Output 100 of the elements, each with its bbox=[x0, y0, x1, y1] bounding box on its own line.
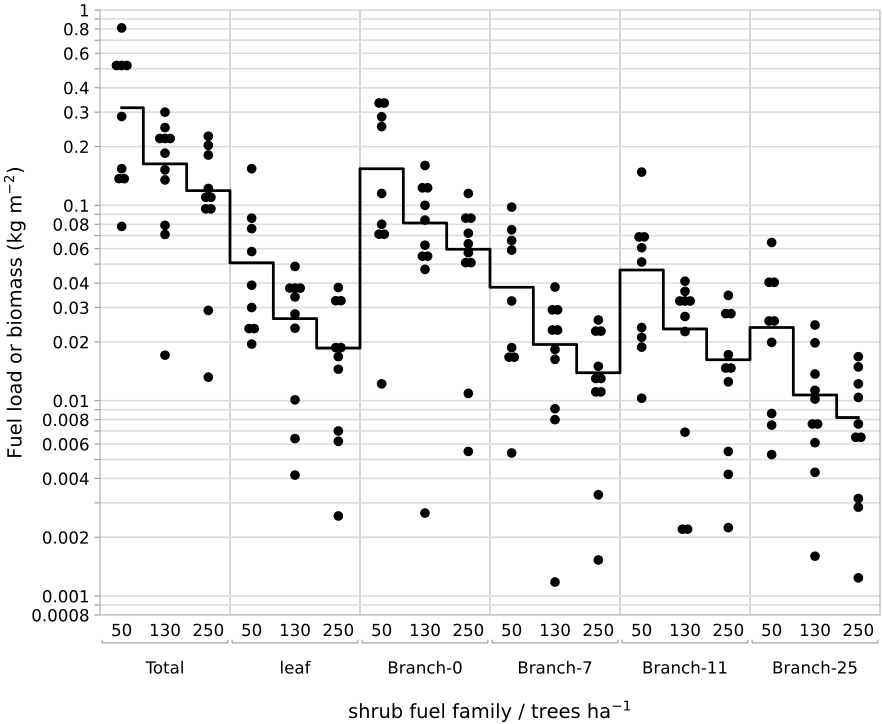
y-tick-label: 0.3 bbox=[64, 106, 88, 119]
y-tick-label: 0.02 bbox=[54, 336, 88, 348]
y-tick-label: 0.004 bbox=[42, 472, 89, 486]
point bbox=[636, 332, 647, 342]
point bbox=[333, 436, 344, 446]
x-tick-label: 250 bbox=[844, 624, 874, 636]
y-tick-label: 0.1 bbox=[64, 199, 88, 212]
point bbox=[290, 323, 300, 334]
point bbox=[506, 342, 517, 352]
point bbox=[376, 378, 387, 389]
point bbox=[723, 290, 734, 300]
point bbox=[420, 215, 430, 226]
point bbox=[420, 508, 430, 518]
x-tick-label: 250 bbox=[584, 624, 614, 636]
x-tick-label: 50 bbox=[372, 624, 392, 636]
x-tick-label: 130 bbox=[540, 624, 570, 636]
point bbox=[636, 167, 647, 177]
x-tick-label: 130 bbox=[670, 624, 700, 636]
point bbox=[810, 320, 820, 330]
point bbox=[550, 414, 560, 425]
point bbox=[550, 354, 560, 364]
x-tick-label: 250 bbox=[714, 624, 744, 636]
text: Branch-25 bbox=[774, 660, 857, 674]
point bbox=[333, 511, 344, 521]
x-tick-label: 50 bbox=[632, 624, 652, 636]
y-tick-label: 0.006 bbox=[42, 438, 89, 451]
point bbox=[203, 184, 214, 194]
point bbox=[116, 112, 127, 122]
point bbox=[853, 494, 864, 504]
x-tick-label: 50 bbox=[242, 624, 262, 636]
y-tick-label: 0.08 bbox=[54, 218, 88, 231]
point bbox=[853, 392, 864, 402]
text: Total bbox=[145, 660, 183, 674]
point bbox=[376, 188, 387, 198]
x-tick-label: 50 bbox=[502, 624, 522, 636]
point bbox=[160, 148, 170, 158]
y-tick-label: 0.8 bbox=[64, 22, 88, 36]
point bbox=[593, 490, 604, 500]
point bbox=[506, 448, 517, 458]
point bbox=[160, 175, 170, 185]
point bbox=[636, 322, 647, 332]
point bbox=[506, 296, 517, 306]
point bbox=[116, 222, 127, 232]
text: leaf bbox=[281, 660, 311, 674]
point bbox=[246, 164, 257, 174]
point bbox=[853, 419, 864, 429]
point bbox=[550, 344, 560, 354]
y-tick-label: 0.0008 bbox=[32, 608, 88, 622]
point bbox=[160, 107, 170, 118]
point bbox=[463, 228, 474, 238]
y-tick-label: 0.008 bbox=[42, 414, 88, 426]
x-tick-label: 250 bbox=[454, 624, 484, 636]
point bbox=[680, 427, 690, 438]
point bbox=[723, 522, 734, 533]
x-tick-label: 50 bbox=[112, 624, 132, 636]
point bbox=[723, 446, 734, 456]
point bbox=[420, 240, 430, 250]
point bbox=[593, 555, 604, 565]
point bbox=[290, 470, 300, 480]
point bbox=[333, 352, 344, 362]
y-tick-label: 0.002 bbox=[42, 531, 88, 544]
point bbox=[203, 140, 214, 150]
x-axis-title: shrub fuel family / trees ha$^{−1}$ bbox=[349, 700, 630, 722]
point bbox=[853, 572, 864, 583]
point bbox=[636, 393, 647, 404]
point bbox=[550, 577, 560, 587]
y-tick-label: 1 bbox=[80, 4, 88, 16]
point bbox=[420, 160, 430, 170]
point bbox=[810, 438, 820, 448]
point bbox=[680, 326, 690, 336]
point bbox=[766, 238, 777, 248]
x-tick-label: 130 bbox=[410, 624, 440, 636]
point bbox=[246, 213, 257, 224]
point bbox=[506, 245, 517, 255]
point bbox=[723, 350, 734, 360]
point bbox=[203, 131, 214, 142]
point bbox=[550, 282, 560, 292]
point bbox=[290, 395, 300, 405]
point bbox=[246, 224, 257, 234]
point bbox=[203, 306, 214, 316]
point bbox=[420, 264, 430, 274]
y-tick-label: 0.03 bbox=[54, 301, 88, 314]
point bbox=[723, 469, 734, 480]
x-tick-label: 250 bbox=[324, 624, 354, 636]
point bbox=[376, 219, 387, 230]
point bbox=[853, 378, 864, 389]
x-tick-label: 50 bbox=[762, 624, 782, 636]
y-tick-label: 0.001 bbox=[42, 590, 88, 603]
point bbox=[290, 309, 300, 319]
point bbox=[810, 338, 820, 348]
point bbox=[810, 385, 820, 396]
point bbox=[766, 408, 777, 418]
x-tick-label: 130 bbox=[150, 624, 180, 636]
point bbox=[810, 369, 820, 379]
point bbox=[766, 337, 777, 348]
point bbox=[160, 164, 170, 175]
point bbox=[160, 230, 170, 240]
point bbox=[766, 450, 777, 460]
point bbox=[246, 302, 257, 312]
point bbox=[680, 286, 690, 296]
